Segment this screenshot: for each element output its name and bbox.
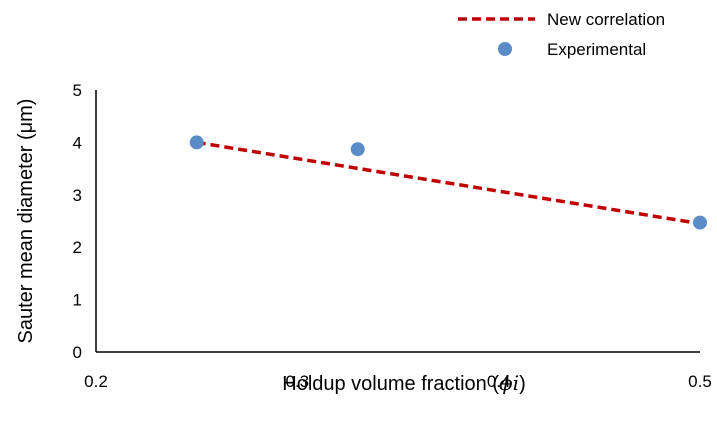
x-tick-labels: 0.2 0.3 0.4 0.5: [84, 372, 712, 391]
x-tick-label: 0.3: [286, 372, 310, 391]
y-tick-label: 3: [73, 186, 82, 205]
x-tick-label: 0.2: [84, 372, 108, 391]
y-tick-label: 5: [73, 81, 82, 100]
new-correlation-line: [196, 140, 701, 226]
experimental-point: [189, 135, 204, 150]
y-tick-label: 0: [73, 343, 82, 362]
y-tick-label: 2: [73, 238, 82, 257]
legend-marker-swatch: [498, 42, 512, 56]
y-tick-labels: 0 1 2 3 4 5: [73, 81, 82, 362]
experimental-point: [693, 215, 707, 230]
legend: New correlation Experimental: [458, 10, 665, 59]
legend-label-new-correlation: New correlation: [547, 10, 665, 29]
x-tick-label: 0.5: [688, 372, 712, 391]
plot-area: [189, 135, 707, 230]
y-axis-title: Sauter mean diameter (μm): [15, 99, 37, 344]
experimental-point: [350, 142, 365, 157]
y-tick-label: 4: [73, 133, 82, 152]
legend-label-experimental: Experimental: [547, 40, 646, 59]
x-tick-label: 0.4: [487, 372, 511, 391]
axes: [95, 90, 700, 353]
x-axis-title: Holdup volume fraction (ϕi): [282, 371, 525, 395]
y-tick-label: 1: [73, 291, 82, 310]
